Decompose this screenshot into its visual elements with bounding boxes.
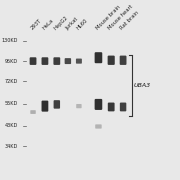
FancyBboxPatch shape	[65, 58, 71, 64]
Text: 55KD: 55KD	[4, 101, 18, 106]
Text: Jurkat: Jurkat	[64, 16, 79, 31]
FancyBboxPatch shape	[42, 57, 48, 65]
FancyBboxPatch shape	[54, 100, 60, 109]
FancyBboxPatch shape	[30, 57, 36, 65]
Text: UBA3: UBA3	[134, 83, 151, 88]
FancyBboxPatch shape	[42, 101, 48, 112]
Text: Mouse brain: Mouse brain	[95, 4, 121, 31]
FancyBboxPatch shape	[95, 99, 102, 110]
Text: 130KD: 130KD	[1, 38, 18, 43]
Text: HepG2: HepG2	[53, 14, 69, 31]
Text: HL60: HL60	[75, 17, 88, 31]
FancyBboxPatch shape	[95, 124, 102, 129]
Text: 34KD: 34KD	[4, 143, 18, 148]
FancyBboxPatch shape	[30, 110, 36, 114]
FancyBboxPatch shape	[76, 58, 82, 64]
FancyBboxPatch shape	[95, 52, 102, 63]
Text: 293T: 293T	[30, 18, 42, 31]
FancyBboxPatch shape	[120, 56, 127, 65]
Text: Rat brain: Rat brain	[120, 10, 140, 31]
Text: HeLa: HeLa	[41, 18, 54, 31]
Text: 43KD: 43KD	[4, 123, 18, 128]
Text: 72KD: 72KD	[4, 79, 18, 84]
Text: 95KD: 95KD	[5, 59, 18, 64]
FancyBboxPatch shape	[120, 103, 126, 111]
FancyBboxPatch shape	[108, 56, 115, 65]
FancyBboxPatch shape	[53, 57, 60, 65]
Text: Mouse heart: Mouse heart	[108, 4, 134, 31]
FancyBboxPatch shape	[108, 103, 115, 111]
FancyBboxPatch shape	[76, 104, 82, 108]
